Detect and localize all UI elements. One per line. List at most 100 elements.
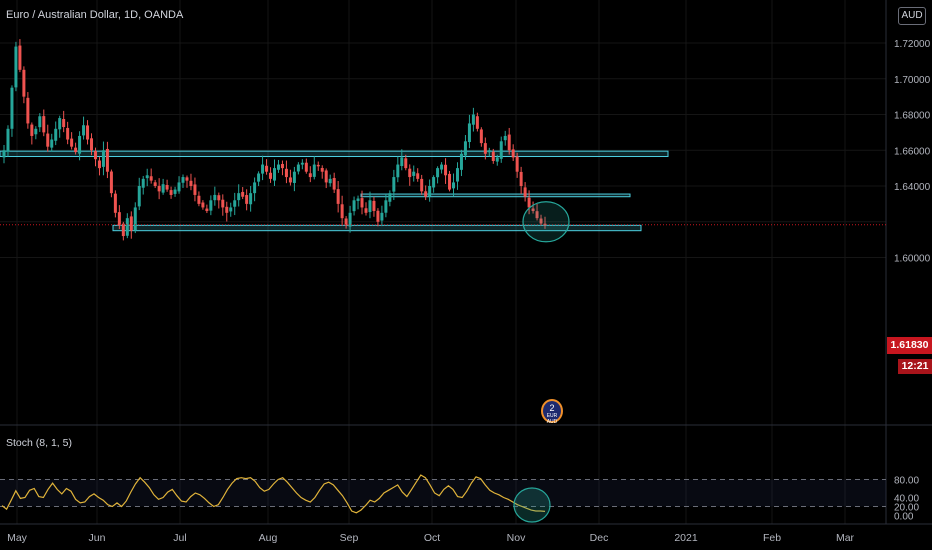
- event-count: 2: [549, 403, 555, 413]
- candle-body: [173, 189, 177, 194]
- candle-body: [499, 141, 503, 159]
- zone-rect: [0, 150, 669, 158]
- candle-body: [416, 173, 420, 179]
- candle-body: [300, 162, 304, 165]
- candle-body: [58, 118, 62, 130]
- candle-body: [280, 163, 284, 169]
- candle-body: [459, 153, 463, 170]
- candle-body: [117, 212, 121, 226]
- candle-body: [157, 185, 161, 192]
- candle-body: [14, 46, 18, 88]
- zone-rect: [360, 193, 631, 198]
- candle-body: [197, 195, 201, 204]
- candle-body: [495, 157, 499, 162]
- candle-body: [408, 168, 412, 178]
- candle-body: [479, 129, 483, 144]
- candle-body: [221, 199, 225, 208]
- price-tick-label: 1.68000: [894, 111, 931, 122]
- candle-body: [233, 200, 237, 207]
- candle-body: [412, 171, 416, 176]
- candle-body: [82, 125, 86, 136]
- time-tick-label: Nov: [507, 532, 526, 544]
- price-tick-label: 1.70000: [894, 75, 931, 86]
- time-tick-label: Dec: [590, 532, 609, 544]
- candle-body: [253, 182, 257, 194]
- candle-body: [165, 185, 169, 190]
- highlight-circles: [513, 201, 570, 523]
- candle-body: [141, 178, 145, 188]
- candle-body: [404, 158, 408, 169]
- candle-body: [376, 210, 380, 222]
- candle-body: [265, 165, 269, 172]
- candle-body: [400, 157, 404, 167]
- candle-body: [428, 186, 432, 197]
- candle-body: [372, 200, 376, 212]
- candle-body: [133, 207, 137, 231]
- candle-body: [249, 193, 253, 205]
- candle-body: [284, 168, 288, 178]
- stochastic-pane: [0, 474, 886, 514]
- candle-body: [440, 164, 444, 170]
- candle-body: [105, 148, 109, 172]
- time-tick-label: 2021: [674, 532, 698, 544]
- candle-body: [511, 149, 515, 158]
- economic-event-icon[interactable]: 2 EUR AUD: [541, 399, 563, 425]
- candle-body: [101, 150, 105, 167]
- candle-body: [328, 178, 332, 184]
- candle-body: [70, 138, 74, 147]
- candle-body: [467, 123, 471, 143]
- stoch-tick-label: 40.00: [894, 494, 919, 505]
- candle-body: [304, 162, 308, 172]
- candle-body: [348, 212, 352, 227]
- stoch-legend-label[interactable]: Stoch (8, 1, 5): [6, 437, 72, 449]
- candle-body: [169, 190, 173, 195]
- stoch-line: [1, 474, 546, 514]
- price-tick-label: 1.66000: [894, 146, 931, 157]
- candle-body: [125, 218, 129, 236]
- candle-body: [487, 150, 491, 153]
- candle-body: [161, 184, 165, 193]
- candle-body: [34, 128, 38, 135]
- candle-body: [519, 171, 523, 186]
- candle-body: [137, 186, 141, 207]
- candle-body: [527, 197, 531, 208]
- candle-body: [340, 204, 344, 219]
- candle-body: [229, 207, 233, 212]
- candle-body: [455, 168, 459, 182]
- time-tick-label: May: [7, 532, 28, 544]
- time-tick-label: Sep: [340, 532, 359, 544]
- candle-body: [424, 191, 428, 197]
- currency-badge[interactable]: AUD: [898, 7, 926, 25]
- candle-body: [320, 168, 324, 172]
- candle-body: [257, 173, 261, 182]
- candle-body: [276, 164, 280, 170]
- candle-body: [261, 164, 265, 174]
- candle-body: [471, 114, 475, 125]
- candle-body: [46, 133, 50, 147]
- candle-body: [396, 164, 400, 178]
- candle-body: [209, 200, 213, 211]
- stoch-tick-label: 20.00: [894, 503, 919, 514]
- candle-body: [121, 223, 125, 237]
- candle-body: [336, 189, 340, 204]
- candle-body: [436, 168, 440, 178]
- stoch-tick-label: 0.00: [894, 512, 914, 523]
- time-axis: May Jun Jul Aug Sep Oct Nov Dec 2021 Feb Mar: [7, 532, 854, 544]
- candle-body: [452, 182, 456, 189]
- candle-body: [66, 127, 70, 140]
- candle-body: [444, 164, 448, 176]
- candle-body: [269, 172, 273, 179]
- candle-body: [364, 208, 368, 213]
- candle-body: [392, 177, 396, 192]
- candle-body: [93, 151, 97, 160]
- candle-body: [97, 160, 101, 169]
- candle-body: [213, 194, 217, 201]
- candle-body: [86, 125, 90, 140]
- price-tick-label: 1.60000: [894, 254, 931, 265]
- price-tick-label: 1.64000: [894, 182, 931, 193]
- candle-body: [384, 200, 388, 213]
- stoch-tick-label: 80.00: [894, 476, 919, 487]
- candle-body: [332, 178, 336, 190]
- candle-body: [90, 138, 94, 151]
